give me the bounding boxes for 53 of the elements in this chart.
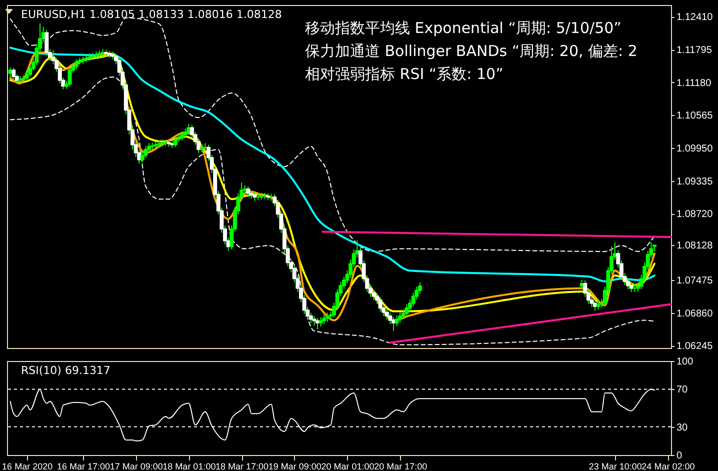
candlestick — [378, 296, 382, 312]
candlestick — [74, 58, 78, 70]
candlestick — [372, 289, 376, 300]
x-tick-label: 16 Mar 2020 — [2, 462, 53, 471]
candlestick — [12, 67, 16, 80]
x-tick-label: 24 Mar 02:00 — [642, 462, 695, 471]
y-tick-label: 30 — [676, 422, 688, 434]
candlestick — [394, 314, 399, 327]
y-tick-label: 1.09335 — [676, 176, 714, 188]
candlestick — [626, 278, 630, 290]
candlestick — [312, 315, 316, 326]
x-tick-label: 19 Mar 09:00 — [268, 462, 322, 471]
candlestick — [180, 130, 184, 141]
x-tick-label: 16 Mar 17:00 — [56, 462, 110, 471]
y-tick-label: 1.08128 — [676, 240, 714, 252]
candlestick — [325, 312, 330, 322]
candlestick — [173, 136, 178, 148]
chart-title: EURUSD,H1 1.08105 1.08133 1.08016 1.08128 — [21, 8, 282, 21]
y-tick-label: 1.11795 — [676, 45, 712, 56]
x-tick-label: 18 Mar 01:00 — [162, 462, 216, 471]
x-tick-label: 23 Mar 10:00 — [588, 462, 642, 471]
x-tick-label: 20 Mar 01:00 — [321, 462, 374, 471]
y-tick-label: 1.06245 — [676, 341, 714, 352]
y-tick-label: 1.08720 — [676, 209, 714, 220]
annotation: 保力加通道 Bollinger BANDs “周期: 20, 偏差: 2 — [305, 42, 638, 60]
candlestick — [593, 299, 598, 312]
candlestick — [398, 312, 402, 323]
annotation: 相对强弱指标 RSI “系数: 10” — [305, 65, 504, 83]
candlestick — [384, 308, 389, 320]
candlestick — [322, 314, 326, 324]
candlestick — [246, 186, 250, 198]
candlestick — [68, 66, 72, 88]
y-tick-label: 1.12410 — [676, 12, 714, 24]
y-tick-label: 70 — [676, 384, 688, 396]
y-tick-label: 1.11180 — [676, 78, 712, 89]
x-tick-label: 18 Mar 17:00 — [216, 462, 269, 471]
chart-title: RSI(10) 69.1317 — [21, 364, 110, 377]
candlestick — [318, 316, 323, 328]
candlestick — [316, 318, 320, 330]
x-tick-label: 20 Mar 17:00 — [374, 462, 428, 471]
candlestick — [629, 282, 634, 292]
candlestick — [186, 123, 191, 136]
y-tick-label: 100 — [676, 356, 694, 368]
candlestick — [596, 300, 600, 310]
y-tick-label: 1.06860 — [676, 308, 714, 320]
y-tick-label: 1.07475 — [676, 275, 714, 286]
candlestick — [404, 304, 409, 318]
y-tick-label: 0 — [676, 450, 682, 462]
y-tick-label: 1.10565 — [676, 110, 714, 122]
y-tick-label: 1.09950 — [676, 143, 714, 154]
candlestick — [144, 146, 148, 159]
x-tick-label: 17 Mar 09:00 — [110, 462, 163, 471]
annotation: 移动指数平均线 Exponential “周期: 5/10/50” — [305, 19, 622, 37]
